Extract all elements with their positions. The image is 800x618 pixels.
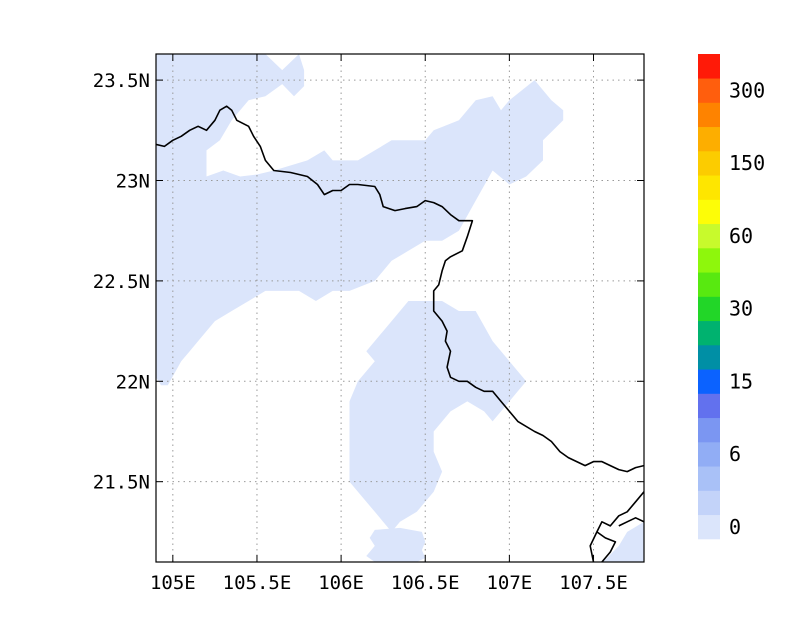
colorbar-label: 300 — [729, 78, 765, 102]
shaded-region-2 — [366, 527, 426, 562]
colorbar-swatch-1 — [698, 490, 720, 516]
border-line-2 — [596, 531, 617, 562]
axis-ticks: 105E 105.5E 106E 106.5E 107E 107.5E 23.5N 23N 22… — [93, 54, 644, 594]
colorbar-swatch-5 — [698, 393, 720, 419]
colorbar-swatch-19 — [698, 54, 720, 79]
x-tick-label: 106E — [318, 572, 364, 594]
colorbar-swatch-9 — [698, 296, 720, 322]
y-tick-label: 23N — [116, 170, 150, 192]
shaded-region-3 — [601, 521, 644, 562]
colorbar-swatch-4 — [698, 417, 720, 443]
colorbar-swatch-13 — [698, 199, 720, 225]
colorbar-swatch-14 — [698, 175, 720, 200]
colorbar-swatch-3 — [698, 442, 720, 467]
border-line-1 — [589, 491, 644, 562]
border-line-0 — [156, 105, 644, 473]
shaded-region-0 — [156, 54, 564, 386]
colorbar-swatch-10 — [698, 272, 720, 297]
colorbar-swatch-18 — [698, 78, 720, 103]
colorbar-swatch-2 — [698, 466, 720, 491]
colorbar-label: 60 — [729, 224, 753, 248]
colorbar-swatch-0 — [698, 514, 720, 540]
gridlines — [156, 54, 644, 562]
x-tick-label: 107E — [486, 572, 532, 594]
shaded-region-1 — [349, 301, 527, 532]
colorbar-swatch-7 — [698, 345, 720, 370]
y-tick-label: 23.5N — [93, 70, 150, 92]
country-borders — [156, 105, 644, 562]
border-line-3 — [618, 516, 644, 527]
colorbar-label: 150 — [729, 151, 765, 175]
map-frame — [155, 53, 645, 563]
map-plot-area: 105E 105.5E 106E 106.5E 107E 107.5E 23.5N 23N 22… — [93, 53, 645, 594]
x-tick-label: 107.5E — [559, 572, 628, 594]
colorbar-label: 15 — [729, 369, 753, 393]
colorbar-swatch-6 — [698, 369, 720, 394]
colorbar-label: 0 — [729, 515, 741, 539]
colorbar-label: 30 — [729, 297, 753, 321]
y-tick-label: 22.5N — [93, 271, 150, 293]
y-tick-label: 22N — [116, 371, 150, 393]
colorbar-swatch-8 — [698, 320, 720, 346]
x-tick-label: 105E — [150, 572, 196, 594]
precipitation-shading-layer — [156, 54, 644, 562]
colorbar-swatch-15 — [698, 151, 720, 176]
colorbar-swatch-17 — [698, 102, 720, 128]
x-tick-label: 106.5E — [391, 572, 460, 594]
colorbar-swatch-12 — [698, 223, 720, 249]
colorbar-swatch-16 — [698, 126, 720, 152]
colorbar: 0 6 15 30 60 150 300 — [698, 54, 765, 540]
y-tick-label: 21.5N — [93, 472, 150, 494]
colorbar-swatch-11 — [698, 248, 720, 273]
colorbar-label: 6 — [729, 442, 741, 466]
x-tick-label: 105.5E — [223, 572, 292, 594]
